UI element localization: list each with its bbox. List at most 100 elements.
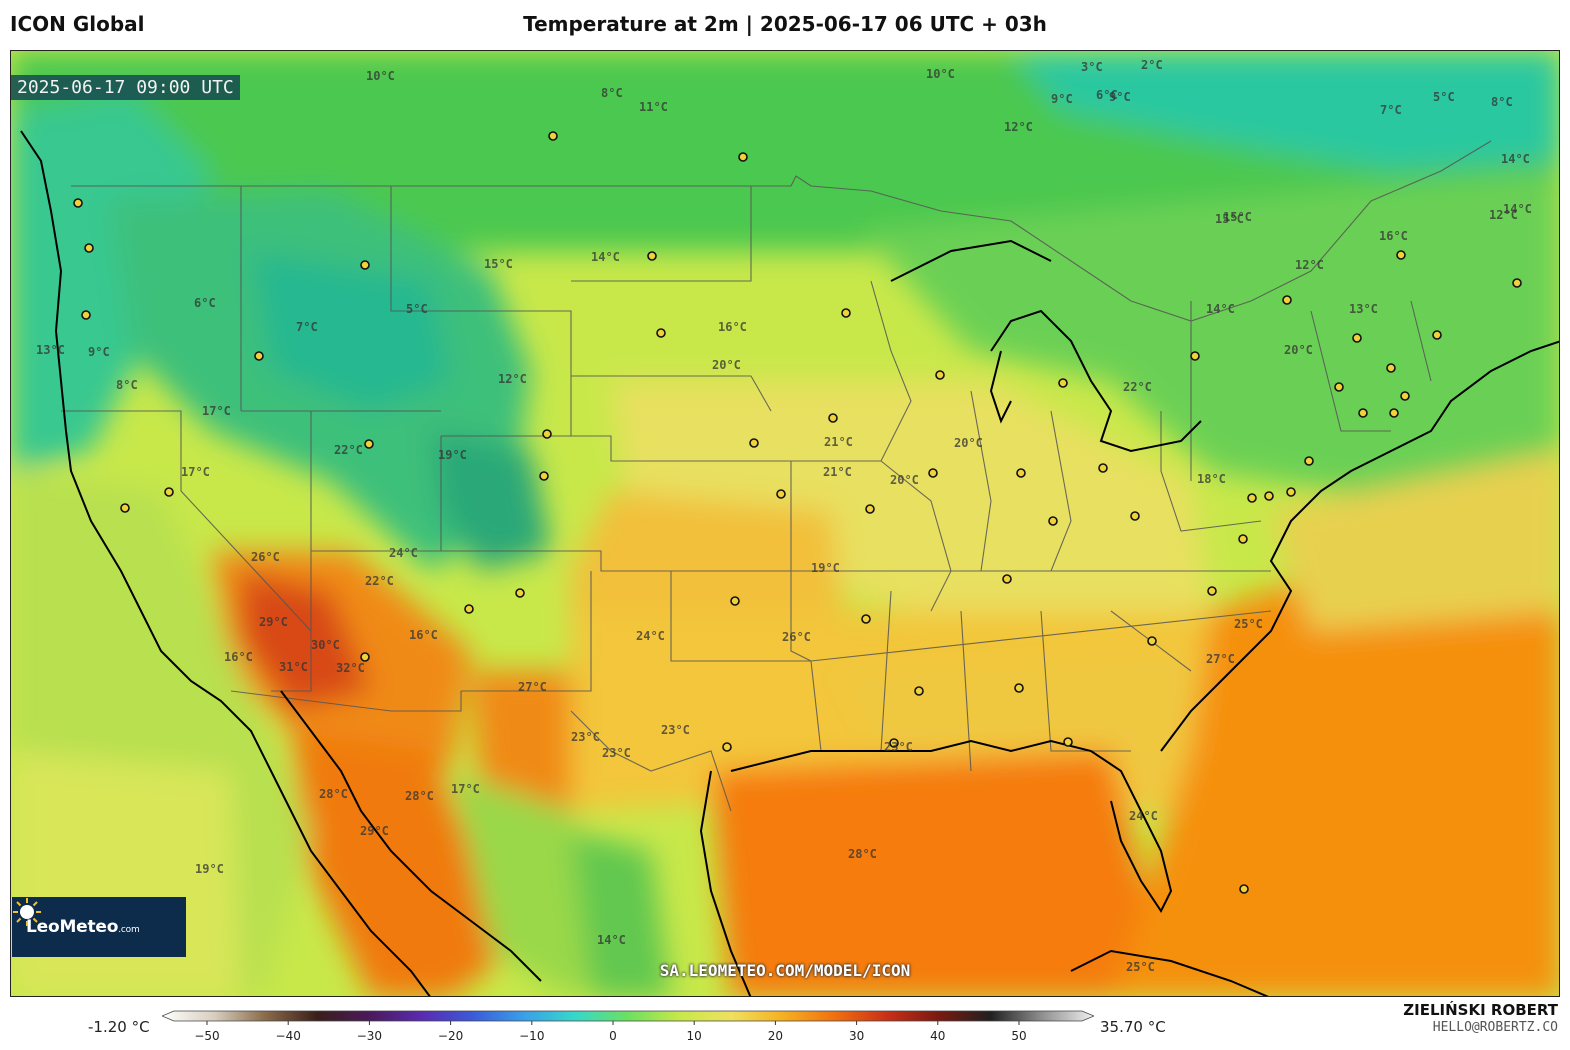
sun-icon <box>13 898 41 926</box>
isotherm-label: 6°C <box>1096 88 1118 102</box>
colorbar-tick-label: 40 <box>930 1029 945 1043</box>
isotherm-label: 17°C <box>202 404 231 418</box>
valid-time-badge: 2025-06-17 09:00 UTC <box>11 75 240 100</box>
isotherm-label: 26°C <box>782 630 811 644</box>
isotherm-label: 19°C <box>811 561 840 575</box>
map-title: Temperature at 2m | 2025-06-17 06 UTC + … <box>523 12 1047 36</box>
isotherm-label: 26°C <box>251 550 280 564</box>
isotherm-label: 17°C <box>181 465 210 479</box>
isotherm-label: 12°C <box>498 372 527 386</box>
isotherm-label: 14°C <box>1501 152 1530 166</box>
isotherm-label: 21°C <box>824 435 853 449</box>
model-name: ICON Global <box>10 12 145 36</box>
isotherm-label: 16°C <box>224 650 253 664</box>
isotherm-label: 22°C <box>1123 380 1152 394</box>
isotherm-label: 32°C <box>336 661 365 675</box>
author-name: ZIELIŃSKI ROBERT <box>1403 1001 1558 1019</box>
source-url: SA.LEOMETEO.COM/MODEL/ICON <box>659 961 911 980</box>
isotherm-label: 10°C <box>926 67 955 81</box>
isotherm-label: 17°C <box>451 782 480 796</box>
isotherm-label: 28°C <box>848 847 877 861</box>
isotherm-label: 8°C <box>116 378 138 392</box>
colorbar-tick-label: 0 <box>609 1029 617 1043</box>
isotherm-label: 19°C <box>195 862 224 876</box>
isotherm-label: 13°C <box>1349 302 1378 316</box>
isotherm-label: 10°C <box>366 69 395 83</box>
isotherm-label: 22°C <box>365 574 394 588</box>
isotherm-label: 6°C <box>194 296 216 310</box>
isotherm-label: 14°C <box>1503 202 1532 216</box>
isotherm-label: 18°C <box>1197 472 1226 486</box>
author-email[interactable]: HELLO@ROBERTZ.CO <box>1432 1020 1558 1035</box>
isotherm-label: 23°C <box>571 730 600 744</box>
colorbar-tick-label: −40 <box>276 1029 301 1043</box>
isotherm-label: 3°C <box>1081 60 1103 74</box>
colorbar-max-label: 35.70 °C <box>1100 1018 1166 1036</box>
isotherm-label: 9°C <box>88 345 110 359</box>
isotherm-label: 23°C <box>884 740 913 754</box>
author-credit: ZIELIŃSKI ROBERT HELLO@ROBERTZ.CO <box>1403 1002 1558 1036</box>
isotherm-label: 11°C <box>639 100 668 114</box>
isotherm-label: 7°C <box>296 320 318 334</box>
isotherm-label: 25°C <box>1126 960 1155 974</box>
isotherm-label: 27°C <box>1206 652 1235 666</box>
isotherm-label: 14°C <box>1206 302 1235 316</box>
isotherm-label: 5°C <box>406 302 428 316</box>
isotherm-label: 25°C <box>1234 617 1263 631</box>
isotherm-label: 21°C <box>823 465 852 479</box>
leometeo-logo[interactable]: LeoMeteo.com <box>12 897 186 957</box>
isotherm-label: 15°C <box>484 257 513 271</box>
isotherm-label: 12°C <box>1489 208 1518 222</box>
isotherm-label: 23°C <box>661 723 690 737</box>
isotherm-label: 24°C <box>636 629 665 643</box>
isotherm-label: 24°C <box>1129 809 1158 823</box>
isotherm-label: 8°C <box>1491 95 1513 109</box>
isotherm-label: 23°C <box>602 746 631 760</box>
isotherm-label: 20°C <box>1284 343 1313 357</box>
isotherm-label: 15°C <box>1223 210 1252 224</box>
isotherm-label: 20°C <box>712 358 741 372</box>
isotherm-labels: 10°C 10°C 8°C 11°C 9°C 3°C 2°C 7°C 5°C 8°C 12°C 9°C… <box>36 58 1532 974</box>
colorbar-tick-label: 10 <box>687 1029 702 1043</box>
isotherm-label: 12°C <box>1004 120 1033 134</box>
isotherm-label: 31°C <box>279 660 308 674</box>
isotherm-label: 12°C <box>1295 258 1324 272</box>
colorbar-tick-label: −30 <box>357 1029 382 1043</box>
coastlines <box>20 130 1559 996</box>
isotherm-label: 30°C <box>311 638 340 652</box>
isotherm-label: 8°C <box>601 86 623 100</box>
colorbar-tick-label: 30 <box>849 1029 864 1043</box>
colorbar-tick-label: 20 <box>768 1029 783 1043</box>
isotherm-label: 22°C <box>334 443 363 457</box>
isotherm-label: 13°C <box>36 343 65 357</box>
isotherm-label: 24°C <box>389 546 418 560</box>
isotherm-label: 15°C <box>1215 212 1244 226</box>
isotherm-label: 14°C <box>591 250 620 264</box>
isotherm-label: 19°C <box>438 448 467 462</box>
isotherm-label: 29°C <box>259 615 288 629</box>
isotherm-label: 28°C <box>319 787 348 801</box>
isotherm-label: 16°C <box>718 320 747 334</box>
temperature-map[interactable]: 10°C 10°C 8°C 11°C 9°C 3°C 2°C 7°C 5°C 8°C 12°C 9°C… <box>10 50 1560 997</box>
colorbar: −50 −40 −30 −20 −10 0 10 20 30 40 50 <box>160 1010 1096 1050</box>
colorbar-tick-label: −20 <box>438 1029 463 1043</box>
isotherm-label: 9°C <box>1109 90 1131 104</box>
isotherm-label: 14°C <box>597 933 626 947</box>
temperature-field: 10°C 10°C 8°C 11°C 9°C 3°C 2°C 7°C 5°C 8°C 12°C 9°C… <box>11 51 1559 996</box>
isotherm-label: 27°C <box>518 680 547 694</box>
city-markers <box>73 131 1522 894</box>
isotherm-label: 29°C <box>360 824 389 838</box>
logo-text: LeoMeteo.com <box>26 917 140 937</box>
colorbar-tick-label: −50 <box>194 1029 219 1043</box>
isotherm-label: 9°C <box>1051 92 1073 106</box>
colorbar-tick-label: −10 <box>519 1029 544 1043</box>
isotherm-label: 7°C <box>1380 103 1402 117</box>
isotherm-label: 20°C <box>954 436 983 450</box>
state-boundaries <box>61 140 1492 812</box>
isotherm-label: 20°C <box>890 473 919 487</box>
isotherm-label: 2°C <box>1141 58 1163 72</box>
isotherm-label: 28°C <box>405 789 434 803</box>
isotherm-label: 5°C <box>1433 90 1455 104</box>
colorbar-min-label: -1.20 °C <box>88 1018 150 1036</box>
colorbar-tick-label: 50 <box>1011 1029 1026 1043</box>
